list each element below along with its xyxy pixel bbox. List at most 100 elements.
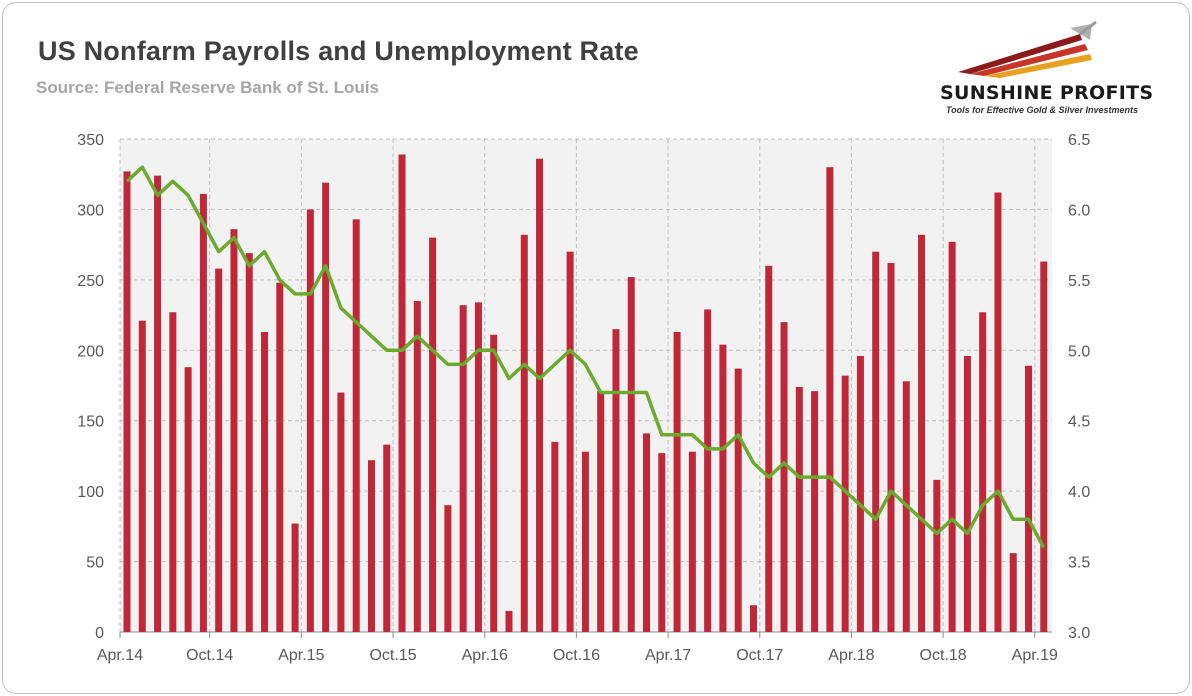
payrolls-bar [1009,553,1017,632]
payrolls-bar [444,505,452,632]
left-axis-ticks: 0 50 100 150 200 250 300 350 [77,132,104,642]
payrolls-bar [719,344,727,632]
right-tick-label: 5.5 [1068,273,1090,290]
chart-subtitle: Source: Federal Reserve Bank of St. Loui… [36,78,379,97]
x-tick-label: Oct.15 [369,647,416,664]
payrolls-bar [245,253,253,632]
x-tick-label: Apr.17 [645,647,691,664]
left-tick-label: 300 [77,202,104,219]
payrolls-bar [551,441,559,632]
right-tick-label: 4.0 [1068,484,1090,501]
payrolls-bar [826,167,834,632]
left-tick-label: 100 [77,484,104,501]
payrolls-bar [765,265,773,632]
sunshine-profits-logo: SUNSHINE PROFITS Tools for Effective Gol… [930,20,1170,120]
chart-title: US Nonfarm Payrolls and Unemployment Rat… [38,36,639,66]
right-tick-label: 6.0 [1068,202,1090,219]
left-tick-label: 250 [77,273,104,290]
payrolls-bar [413,300,421,632]
payrolls-bar [138,320,146,632]
payrolls-bar [811,391,819,632]
right-tick-label: 5.0 [1068,343,1090,360]
left-tick-label: 200 [77,343,104,360]
payrolls-bar [948,241,956,632]
payrolls-bars [123,154,1048,633]
left-tick-label: 150 [77,414,104,431]
x-tick-label: Oct.18 [920,647,967,664]
payrolls-bar [658,453,666,632]
payrolls-bar [383,444,391,632]
right-axis-ticks: 3.0 3.5 4.0 4.5 5.0 5.5 6.0 6.5 [1068,132,1090,642]
payrolls-bar [291,523,299,632]
payrolls-bar [918,234,926,633]
payrolls-bar [795,386,803,632]
payrolls-bar [184,367,192,632]
payrolls-bar [856,355,864,632]
payrolls-bar [276,282,284,632]
payrolls-bar [841,375,849,632]
payrolls-bar [429,237,437,632]
x-tick-label: Apr.19 [1012,647,1058,664]
right-tick-label: 3.5 [1068,555,1090,572]
payrolls-bar [581,451,589,632]
payrolls-bar [322,182,330,632]
payrolls-bar [169,312,177,632]
left-tick-label: 50 [86,555,104,572]
payrolls-bar [643,433,651,632]
payrolls-bar [520,234,528,633]
left-tick-label: 0 [95,625,104,642]
payrolls-bar [505,610,513,632]
payrolls-bar [352,219,360,632]
x-tick-label: Oct.17 [736,647,783,664]
payrolls-bar [123,171,131,632]
x-tick-label: Apr.16 [462,647,508,664]
payrolls-bar [749,605,757,632]
left-tick-label: 350 [77,132,104,149]
payrolls-bar [994,192,1002,633]
payrolls-bar [337,392,345,632]
x-tick-label: Apr.14 [97,647,143,664]
payrolls-bar [536,158,544,632]
payrolls-bar [367,460,375,632]
payrolls-bar [597,391,605,632]
payrolls-bar [459,305,467,632]
right-tick-label: 6.5 [1068,132,1090,149]
payrolls-bar [612,329,620,632]
vertical-gridlines [119,139,1052,638]
x-tick-label: Apr.18 [828,647,874,664]
unemployment-rate-line [125,165,1046,549]
payrolls-bar [704,309,712,632]
payrolls-bar [230,229,238,633]
payrolls-bar [261,331,269,632]
logo-name-part2: PROFITS [1059,82,1154,104]
payrolls-bar [566,251,574,632]
x-tick-label: Oct.16 [553,647,600,664]
payrolls-bar [398,154,406,632]
x-tick-label: Oct.14 [186,647,233,664]
x-tick-label: Apr.15 [278,647,324,664]
payrolls-bar [688,451,696,632]
payrolls-bar [673,331,681,632]
logo-name-part1: SUNSHINE [940,82,1053,104]
payrolls-bar [627,277,635,632]
payrolls-bar [215,268,223,632]
payrolls-bar [963,355,971,632]
payrolls-bar [306,209,314,632]
right-tick-label: 3.0 [1068,625,1090,642]
payrolls-bar [1025,365,1033,632]
payrolls-bar [474,302,482,632]
payrolls-bar [199,193,207,633]
payrolls-bar [887,262,895,632]
logo-tagline: Tools for Effective Gold & Silver Invest… [946,105,1139,115]
payrolls-bar [780,322,788,632]
payrolls-bar [490,334,498,632]
x-axis-ticks: Apr.14 Oct.14 Apr.15 Oct.15 Apr.16 Oct.16 Apr.… [97,647,1058,664]
payrolls-bar [872,251,880,632]
payrolls-bar [933,479,941,632]
payrolls-bar [734,368,742,632]
payrolls-bar [154,175,162,632]
right-tick-label: 4.5 [1068,414,1090,431]
payrolls-bar [1040,261,1048,632]
payrolls-bar [979,312,987,632]
